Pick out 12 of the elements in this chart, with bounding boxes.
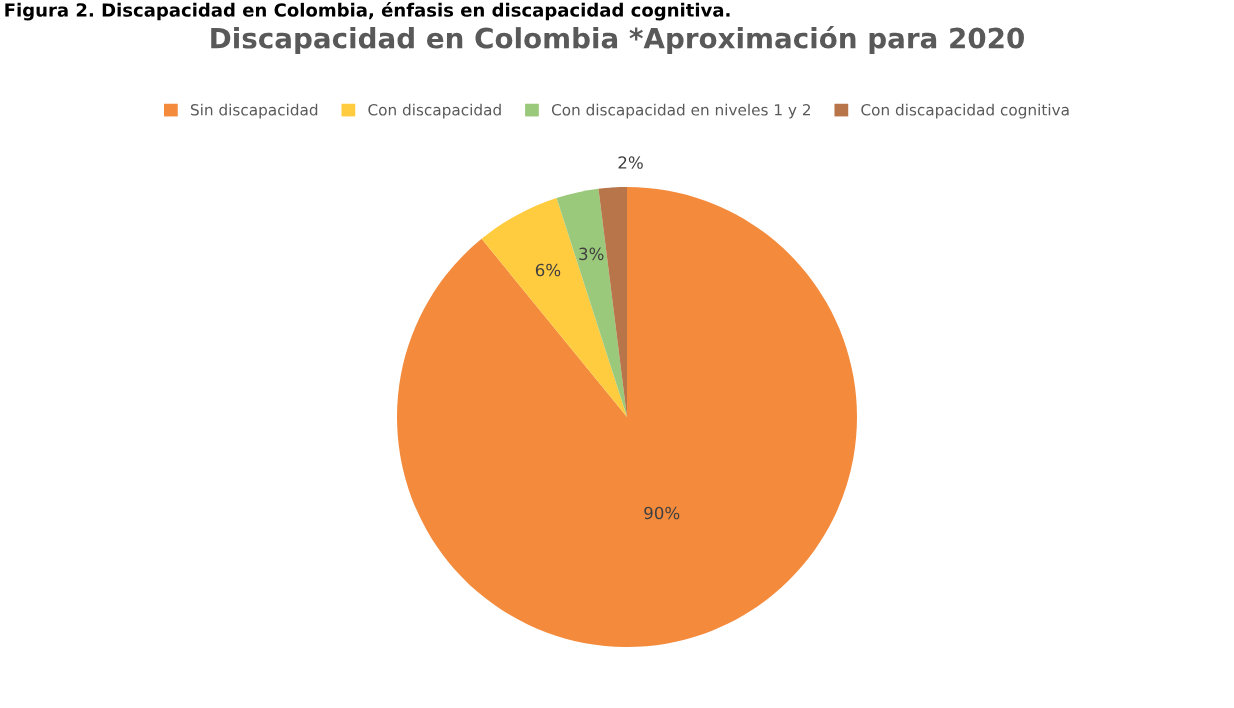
data-label: 2% [618, 156, 643, 169]
pie-slice [481, 198, 627, 417]
data-label: 3% [579, 247, 604, 261]
legend-label: Con discapacidad en niveles 1 y 2 [551, 103, 811, 119]
legend-label: Sin discapacidad [190, 103, 318, 119]
text: Figura 2. Discapacidad en Colombia, énfasis en discapacidad cognitiva. [5, 2, 730, 21]
data-label: 90% [644, 506, 680, 520]
data-label: 6% [535, 263, 561, 277]
chart-title: Discapacidad en Colombia *Aproximación para 2020 [211, 26, 1024, 54]
legend-label: Con discapacidad cognitiva [861, 103, 1069, 119]
pie-slice [397, 187, 857, 647]
legend-label: Con discapacidad [368, 103, 501, 119]
